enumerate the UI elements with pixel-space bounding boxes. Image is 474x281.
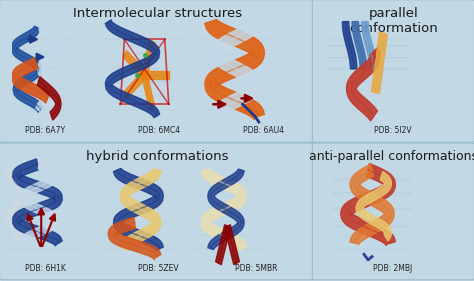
Polygon shape [201,169,246,251]
Polygon shape [372,32,387,94]
Polygon shape [225,225,239,265]
Polygon shape [208,169,244,250]
Polygon shape [108,217,161,260]
Polygon shape [6,170,23,243]
Text: Intermolecular structures: Intermolecular structures [73,7,242,20]
Polygon shape [356,172,392,241]
Text: PDB: 6H1K: PDB: 6H1K [25,264,65,273]
Text: PDB: 6MC4: PDB: 6MC4 [138,126,180,135]
Polygon shape [352,22,366,69]
Text: hybrid conformations: hybrid conformations [86,150,229,163]
Text: parallel
conformation: parallel conformation [349,7,438,35]
Polygon shape [216,225,230,265]
Text: PDB: 5ZEV: PDB: 5ZEV [138,264,179,273]
Polygon shape [105,20,160,118]
Polygon shape [12,159,62,246]
Polygon shape [346,47,380,121]
FancyBboxPatch shape [0,0,316,142]
Polygon shape [12,26,43,112]
Text: PDB: 2MBJ: PDB: 2MBJ [373,264,412,273]
Polygon shape [205,19,264,120]
Polygon shape [142,40,155,76]
Text: PDB: 5MBR: PDB: 5MBR [235,264,277,273]
FancyBboxPatch shape [312,143,474,280]
Text: PDB: 6A7Y: PDB: 6A7Y [25,126,65,135]
Polygon shape [36,26,63,112]
Polygon shape [120,169,161,251]
Polygon shape [142,73,155,110]
FancyBboxPatch shape [0,143,316,280]
Polygon shape [342,22,357,69]
Text: PDB: 6AU4: PDB: 6AU4 [243,126,283,135]
Polygon shape [362,22,376,69]
Polygon shape [12,57,49,103]
Polygon shape [211,21,261,118]
Polygon shape [19,160,59,245]
Text: PDB: 5I2V: PDB: 5I2V [374,126,411,135]
Polygon shape [341,164,395,246]
Polygon shape [113,168,164,251]
Polygon shape [123,71,146,99]
Text: anti-parallel conformations: anti-parallel conformations [309,150,474,163]
Polygon shape [145,71,169,79]
Polygon shape [37,76,61,120]
FancyBboxPatch shape [312,0,474,142]
Polygon shape [350,164,394,245]
Polygon shape [123,51,146,78]
